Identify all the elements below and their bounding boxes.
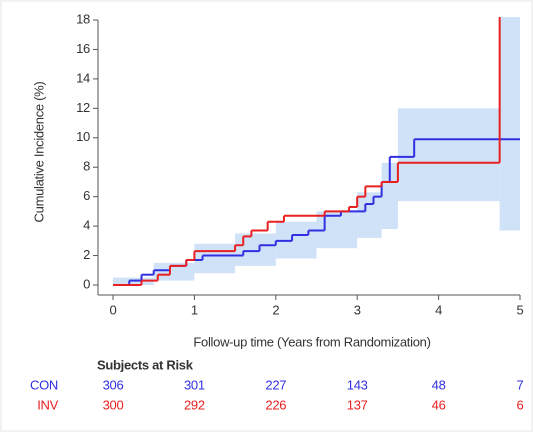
x-tick-label: 3 xyxy=(354,302,361,317)
risk-count: 301 xyxy=(184,377,205,392)
risk-count: 48 xyxy=(432,377,446,392)
risk-count: 226 xyxy=(265,397,286,412)
y-axis-title: Cumulative Incidence (%) xyxy=(31,82,46,223)
risk-count: 143 xyxy=(347,377,368,392)
risk-count: 292 xyxy=(184,397,205,412)
confidence-band xyxy=(357,192,382,238)
confidence-band xyxy=(194,243,236,274)
risk-count: 46 xyxy=(432,397,446,412)
y-tick-label: 6 xyxy=(83,188,90,203)
risk-count: 137 xyxy=(347,397,368,412)
confidence-band xyxy=(397,108,500,202)
y-tick-label: 2 xyxy=(83,247,90,262)
y-tick-label: 0 xyxy=(83,276,90,291)
confidence-band xyxy=(153,262,195,281)
confidence-band xyxy=(381,162,398,230)
x-tick-label: 0 xyxy=(110,302,117,317)
x-tick-label: 1 xyxy=(191,302,198,317)
risk-count: 7 xyxy=(517,377,524,392)
confidence-band xyxy=(499,17,520,231)
series-inv xyxy=(113,17,501,286)
y-tick-label: 10 xyxy=(76,129,90,144)
x-tick-label: 2 xyxy=(272,302,279,317)
risk-table-title: Subjects at Risk xyxy=(97,357,194,372)
x-axis-title: Follow-up time (Years from Randomization… xyxy=(193,334,430,349)
y-tick-label: 14 xyxy=(76,70,90,85)
x-tick-label: 5 xyxy=(517,302,524,317)
risk-count: 6 xyxy=(517,397,524,412)
risk-count: 306 xyxy=(103,377,124,392)
confidence-band xyxy=(235,233,276,266)
y-tick-label: 12 xyxy=(76,100,90,115)
y-tick-label: 18 xyxy=(76,11,90,26)
risk-row-label: INV xyxy=(37,397,58,412)
y-tick-label: 8 xyxy=(83,159,90,174)
y-tick-label: 16 xyxy=(76,41,90,56)
risk-row-label: CON xyxy=(30,377,58,392)
risk-count: 300 xyxy=(103,397,124,412)
risk-count: 227 xyxy=(265,377,286,392)
x-tick-label: 4 xyxy=(435,302,442,317)
y-tick-label: 4 xyxy=(83,218,90,233)
